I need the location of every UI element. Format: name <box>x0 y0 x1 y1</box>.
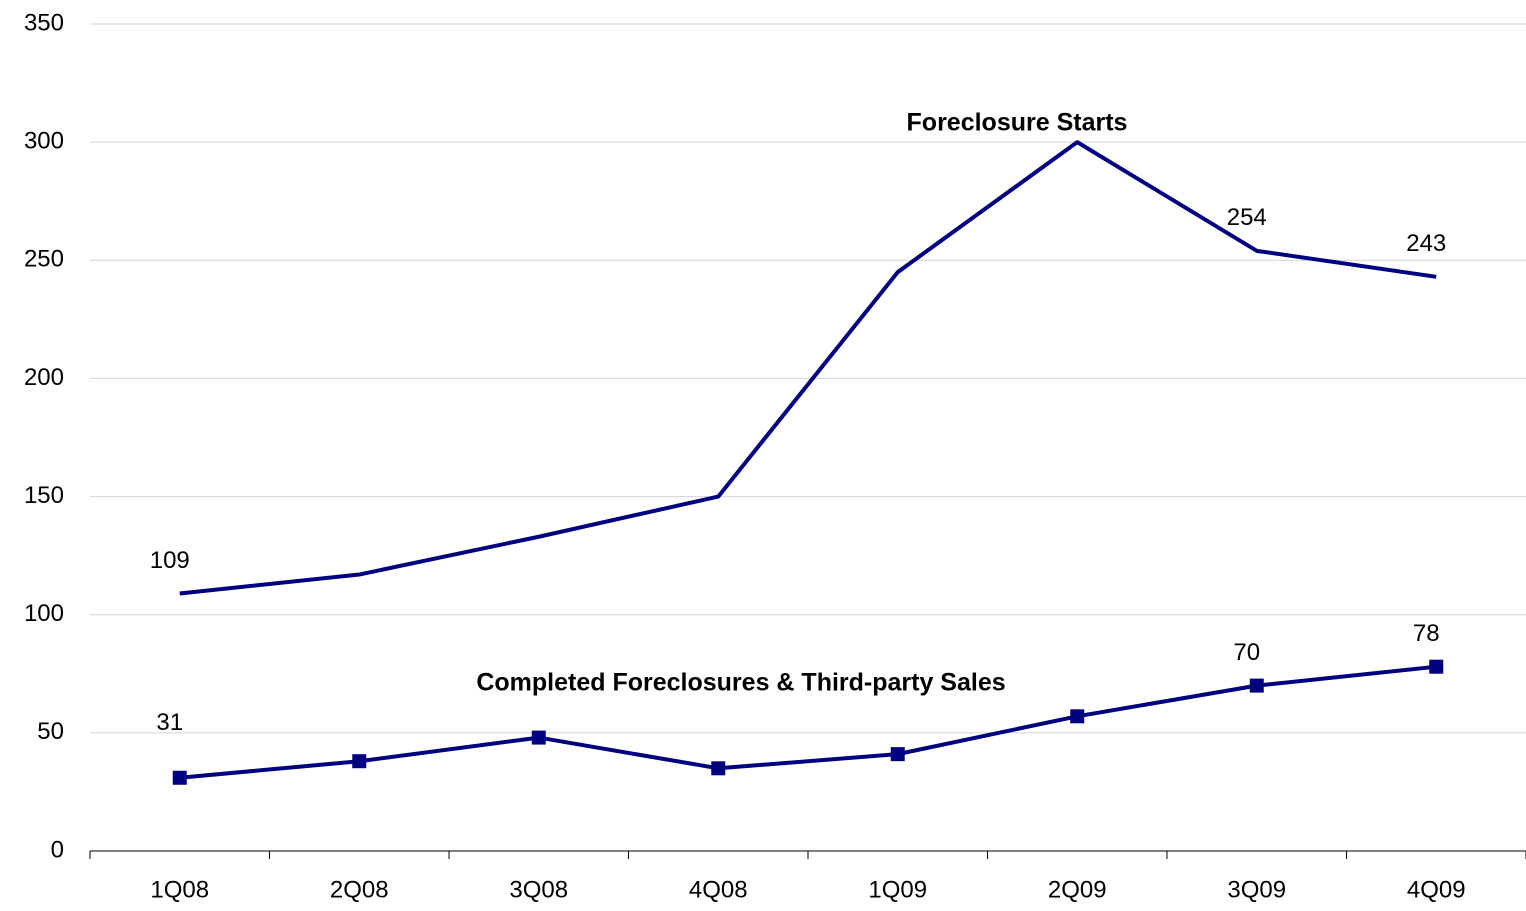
marker <box>1429 659 1444 674</box>
marker <box>352 754 367 769</box>
x-tick-label: 1Q08 <box>150 876 209 903</box>
x-tick-label: 4Q08 <box>689 876 748 903</box>
marker <box>1249 678 1264 693</box>
y-tick-label: 0 <box>51 836 64 863</box>
x-tick-label: 3Q08 <box>509 876 568 903</box>
y-tick-label: 350 <box>24 9 64 36</box>
data-label: 254 <box>1227 204 1267 231</box>
data-label: 70 <box>1233 639 1260 666</box>
marker <box>711 761 726 776</box>
marker <box>531 730 546 745</box>
x-tick-label: 2Q09 <box>1048 876 1107 903</box>
data-label: 243 <box>1406 230 1446 257</box>
marker <box>172 770 187 785</box>
marker <box>890 747 905 762</box>
series-line <box>179 140 1437 596</box>
y-tick-label: 250 <box>24 246 64 273</box>
y-tick-label: 50 <box>37 718 64 745</box>
y-tick-label: 300 <box>24 127 64 154</box>
data-label: 78 <box>1413 620 1440 647</box>
x-tick-label: 3Q09 <box>1227 876 1286 903</box>
y-tick-label: 150 <box>24 482 64 509</box>
series-line <box>179 664 1437 780</box>
y-tick-label: 100 <box>24 600 64 627</box>
y-tick-label: 200 <box>24 364 64 391</box>
x-tick-label: 1Q09 <box>868 876 927 903</box>
x-tick-label: 4Q09 <box>1407 876 1466 903</box>
x-tick-label: 2Q08 <box>330 876 389 903</box>
data-label: 31 <box>156 709 183 736</box>
series-label: Completed Foreclosures & Third-party Sal… <box>476 669 1005 697</box>
marker <box>1070 709 1085 724</box>
series-label: Foreclosure Starts <box>907 109 1128 137</box>
data-label: 109 <box>150 547 190 574</box>
